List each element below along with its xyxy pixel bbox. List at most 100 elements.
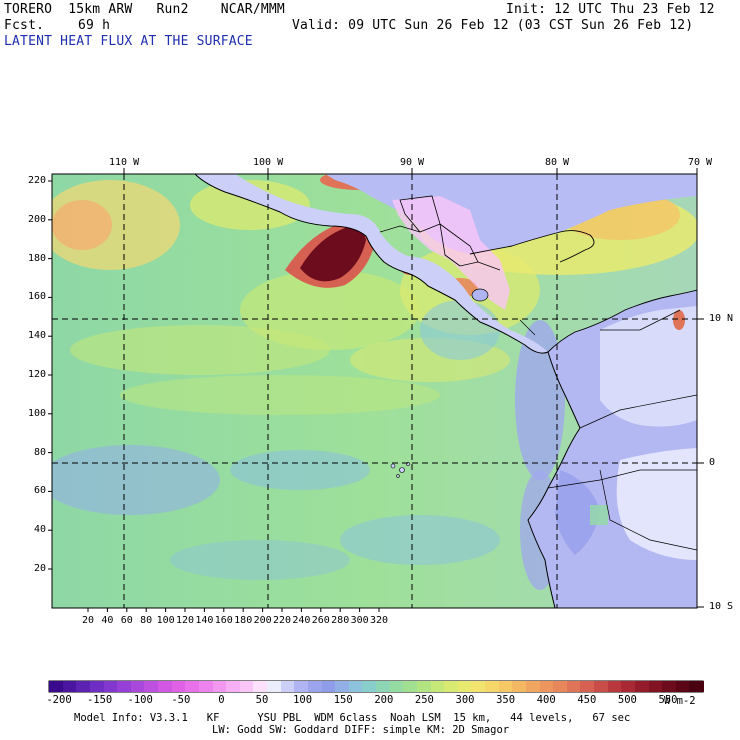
colorbar-label: 450 — [577, 694, 597, 706]
colorbar-swatch — [198, 681, 213, 692]
colorbar-label: 200 — [374, 694, 394, 706]
colorbar-label: 50 — [255, 694, 269, 706]
colorbar-swatch — [594, 681, 609, 692]
x-tick-label: 320 — [369, 615, 389, 626]
grid-index-ticks — [48, 180, 380, 612]
fcst-label: Fcst. — [4, 18, 45, 33]
colorbar-swatch — [662, 681, 677, 692]
y-tick-label: 220 — [27, 175, 46, 186]
colorbar-swatch — [457, 681, 472, 692]
colorbar-label: 0 — [218, 694, 225, 706]
y-tick-label: 100 — [27, 407, 46, 419]
colorbar-swatch — [444, 681, 459, 692]
colorbar-swatch — [512, 681, 527, 692]
x-tick-label: 80 — [140, 615, 153, 626]
colorbar-swatch — [553, 681, 568, 692]
colorbar-swatch — [471, 681, 486, 692]
colorbar-swatch — [580, 681, 595, 692]
fcst-value: 69 h — [78, 18, 111, 33]
y-tick-label: 80 — [33, 446, 46, 458]
colorbar-swatch — [89, 681, 104, 692]
colorbar-label: 550 — [658, 694, 678, 706]
colorbar-label: -150 — [86, 694, 113, 706]
y-tick-label: 120 — [27, 369, 46, 380]
lat-label-0: 0 — [709, 457, 716, 468]
colorbar-swatch — [525, 681, 540, 692]
colorbar-swatch — [607, 681, 622, 692]
y-tick-label: 140 — [27, 330, 46, 342]
x-tick-label: 300 — [350, 615, 369, 626]
model-info-line: Model Info: V3.3.1 KF YSU PBL WDM 6class… — [74, 712, 631, 724]
colorbar-swatch — [212, 681, 227, 692]
colorbar-swatch — [130, 681, 145, 692]
colorbar-swatch — [103, 681, 118, 692]
x-tick-label: 180 — [234, 615, 253, 626]
lon-label-70w: 70 W — [688, 157, 713, 168]
colorbar-swatch — [675, 681, 690, 692]
colorbar-swatch — [226, 681, 241, 692]
lon-label-80w: 80 W — [545, 157, 570, 168]
colorbar-label: 300 — [455, 694, 475, 706]
x-tick-label: 200 — [253, 615, 272, 626]
colorbar-swatch — [689, 681, 704, 692]
lat-label-10n: 10 N — [709, 313, 734, 324]
colorbar-label: -200 — [46, 694, 72, 706]
lat-ticks — [697, 318, 704, 608]
colorbar-swatch — [158, 681, 173, 692]
colorbar-swatch — [294, 681, 309, 692]
lat-label-10s: 10 S — [709, 601, 734, 612]
colorbar-swatch — [539, 681, 554, 692]
x-tick-label: 100 — [156, 615, 175, 626]
y-tick-label: 40 — [33, 524, 46, 536]
colorbar-swatch — [185, 681, 200, 692]
lon-label-100w: 100 W — [253, 157, 284, 168]
y-tick-label: 20 — [33, 563, 46, 574]
colorbar-swatch — [403, 681, 418, 692]
colorbar-swatch — [117, 681, 132, 692]
colorbar-label: 250 — [414, 694, 434, 706]
colorbar-label: -100 — [127, 694, 153, 706]
x-tick-label: 280 — [331, 615, 350, 626]
colorbar-swatch — [76, 681, 91, 692]
colorbar-swatch — [280, 681, 295, 692]
colorbar-swatch — [348, 681, 363, 692]
field-title: LATENT HEAT FLUX AT THE SURFACE — [4, 34, 253, 49]
lon-label-110w: 110 W — [109, 157, 140, 168]
colorbar-label: 100 — [293, 694, 313, 706]
colorbar-swatch — [416, 681, 431, 692]
y-tick-label: 160 — [27, 291, 46, 303]
colorbar-label: 350 — [496, 694, 516, 706]
valid-time: Valid: 09 UTC Sun 26 Feb 12 (03 CST Sun … — [292, 18, 694, 33]
y-tick-label: 200 — [27, 213, 46, 225]
colorbar-swatch — [498, 681, 513, 692]
y-tick-label: 60 — [33, 485, 46, 497]
x-tick-label: 40 — [101, 615, 114, 626]
colorbar-swatch — [335, 681, 350, 692]
colorbar-label: 500 — [617, 694, 637, 706]
lon-label-90w: 90 W — [400, 157, 425, 168]
colorbar-swatch — [253, 681, 268, 692]
colorbar-swatch — [621, 681, 636, 692]
colorbar-swatch — [362, 681, 377, 692]
lon-ticks — [123, 168, 698, 174]
flux-field — [52, 174, 697, 608]
colorbar-swatch — [389, 681, 404, 692]
x-tick-label: 120 — [175, 615, 195, 626]
x-tick-label: 220 — [272, 615, 292, 626]
y-tick-label: 180 — [27, 252, 46, 264]
colorbar-swatch — [307, 681, 322, 692]
colorbar-swatch — [267, 681, 282, 692]
colorbar-units: W m-2 — [664, 695, 696, 707]
colorbar-swatch — [634, 681, 649, 692]
colorbar-swatch — [430, 681, 445, 692]
colorbar-swatch — [239, 681, 254, 692]
colorbar-swatch — [49, 681, 64, 692]
x-tick-label: 260 — [311, 615, 330, 626]
colorbar-label: -50 — [171, 694, 191, 706]
physics-info-line: LW: Godd SW: Goddard DIFF: simple KM: 2D… — [212, 724, 510, 736]
colorbar-label: 150 — [333, 694, 353, 706]
x-tick-label: 20 — [81, 615, 95, 626]
colorbar-swatch — [485, 681, 500, 692]
colorbar-label: 400 — [536, 694, 556, 706]
